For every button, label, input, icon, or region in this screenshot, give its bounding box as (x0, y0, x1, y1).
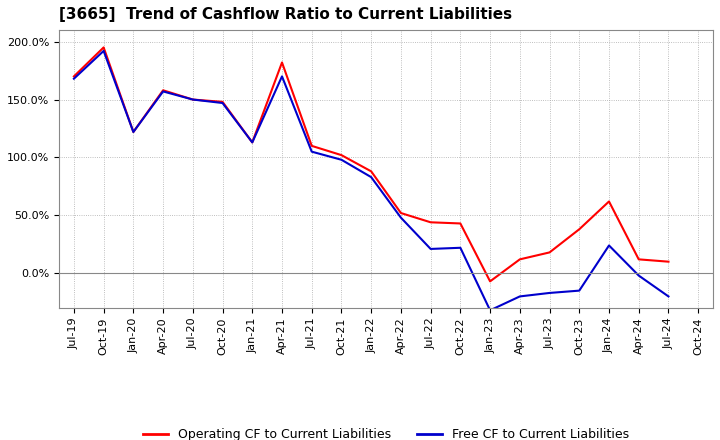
Operating CF to Current Liabilities (159, 88, 168, 93)
Free CF to Current Liabilities (456, 245, 464, 250)
Free CF to Current Liabilities (99, 48, 108, 54)
Free CF to Current Liabilities (367, 175, 376, 180)
Free CF to Current Liabilities (218, 100, 227, 106)
Line: Operating CF to Current Liabilities: Operating CF to Current Liabilities (74, 48, 668, 281)
Free CF to Current Liabilities (575, 288, 584, 293)
Free CF to Current Liabilities (337, 157, 346, 162)
Line: Free CF to Current Liabilities: Free CF to Current Liabilities (74, 51, 668, 310)
Operating CF to Current Liabilities (664, 259, 672, 264)
Free CF to Current Liabilities (278, 74, 287, 79)
Operating CF to Current Liabilities (129, 129, 138, 135)
Operating CF to Current Liabilities (70, 74, 78, 79)
Operating CF to Current Liabilities (575, 227, 584, 232)
Free CF to Current Liabilities (664, 294, 672, 299)
Free CF to Current Liabilities (248, 140, 256, 145)
Legend: Operating CF to Current Liabilities, Free CF to Current Liabilities: Operating CF to Current Liabilities, Fre… (138, 423, 634, 440)
Free CF to Current Liabilities (129, 129, 138, 135)
Operating CF to Current Liabilities (367, 169, 376, 174)
Operating CF to Current Liabilities (456, 221, 464, 226)
Free CF to Current Liabilities (516, 294, 524, 299)
Operating CF to Current Liabilities (218, 99, 227, 104)
Operating CF to Current Liabilities (516, 257, 524, 262)
Free CF to Current Liabilities (70, 76, 78, 81)
Text: [3665]  Trend of Cashflow Ratio to Current Liabilities: [3665] Trend of Cashflow Ratio to Curren… (59, 7, 512, 22)
Free CF to Current Liabilities (605, 243, 613, 248)
Operating CF to Current Liabilities (189, 97, 197, 102)
Operating CF to Current Liabilities (397, 210, 405, 216)
Operating CF to Current Liabilities (99, 45, 108, 50)
Free CF to Current Liabilities (307, 149, 316, 154)
Operating CF to Current Liabilities (248, 140, 256, 145)
Operating CF to Current Liabilities (307, 143, 316, 149)
Operating CF to Current Liabilities (278, 60, 287, 65)
Operating CF to Current Liabilities (426, 220, 435, 225)
Free CF to Current Liabilities (159, 89, 168, 94)
Operating CF to Current Liabilities (337, 153, 346, 158)
Operating CF to Current Liabilities (605, 199, 613, 204)
Free CF to Current Liabilities (397, 215, 405, 220)
Free CF to Current Liabilities (486, 308, 495, 313)
Operating CF to Current Liabilities (634, 257, 643, 262)
Operating CF to Current Liabilities (545, 250, 554, 255)
Free CF to Current Liabilities (189, 97, 197, 102)
Free CF to Current Liabilities (634, 273, 643, 278)
Operating CF to Current Liabilities (486, 279, 495, 284)
Free CF to Current Liabilities (426, 246, 435, 252)
Free CF to Current Liabilities (545, 290, 554, 296)
